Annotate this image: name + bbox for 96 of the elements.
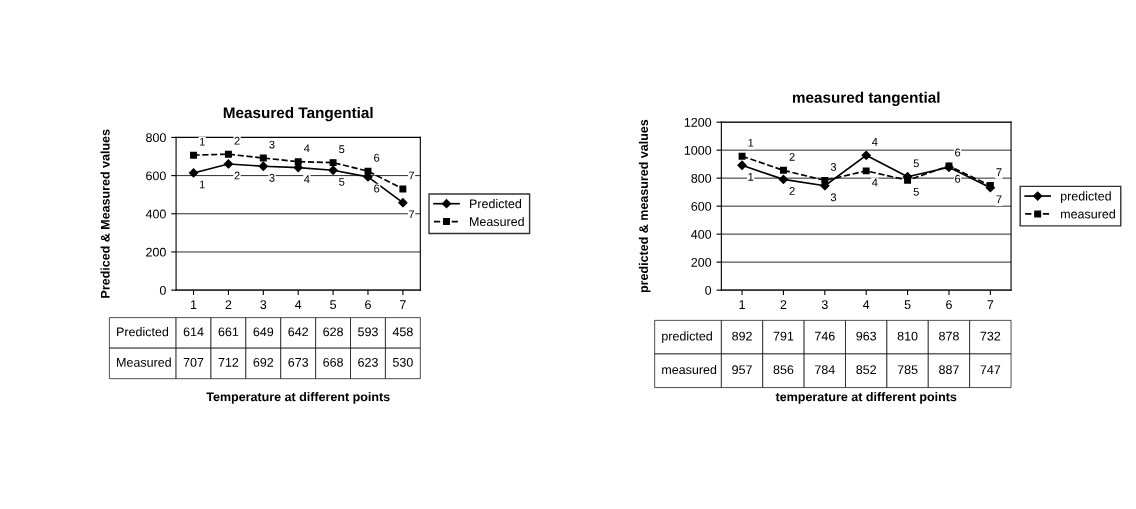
text: Predicted [117, 327, 169, 337]
data-label: 892 [732, 331, 752, 341]
y-tick-label: 1000 [684, 145, 712, 155]
text: predicted [662, 331, 712, 343]
x-tick-label: 7 [987, 300, 994, 309]
data-label: 957 [732, 365, 752, 375]
annotation: 5 [913, 187, 919, 196]
annotation: 6 [955, 174, 961, 183]
legend-label: Predicted [470, 199, 522, 209]
x-tick-label: 4 [295, 300, 302, 309]
data-label: 747 [980, 365, 1001, 374]
x-tick-label: 3 [260, 300, 267, 310]
x-tick-label: 3 [821, 300, 828, 310]
x-tick-label: 7 [400, 300, 406, 309]
data-label: 628 [323, 327, 343, 337]
data-label: 856 [773, 365, 794, 375]
x-axis-title: temperature at different points [775, 392, 957, 404]
y-axis-title: predicted & measured values [638, 119, 651, 293]
annotation: 3 [830, 163, 837, 171]
y-tick-label: 600 [691, 201, 712, 211]
chart-title: Measured Tangential [223, 106, 373, 122]
data-label: 810 [897, 331, 918, 341]
data-label: 673 [288, 357, 309, 367]
data-label: 692 [253, 357, 274, 367]
annotation: 6 [374, 184, 380, 193]
annotation: 2 [234, 171, 240, 180]
data-label: 668 [323, 357, 343, 367]
data-label: 614 [183, 327, 204, 337]
x-tick-label: 6 [365, 300, 371, 310]
annotation: 1 [199, 137, 205, 146]
annotation: 3 [269, 140, 275, 149]
data-label: 707 [183, 357, 204, 367]
annotation: 1 [748, 138, 754, 147]
data-label: 785 [897, 365, 918, 375]
annotation: 5 [339, 177, 345, 186]
annotation: 1 [748, 173, 754, 181]
x-tick-label: 2 [225, 300, 232, 309]
data-label: 649 [253, 327, 274, 337]
x-tick-label: 6 [946, 300, 952, 310]
annotation: 3 [269, 173, 275, 182]
data-label: 878 [939, 331, 959, 341]
annotation: 6 [374, 153, 380, 162]
legend-label: predicted [1060, 191, 1111, 204]
x-tick-label: 1 [739, 300, 745, 309]
data-label: 746 [815, 331, 835, 341]
y-tick-label: 800 [691, 173, 712, 183]
data-label: 530 [392, 357, 413, 367]
annotation: 4 [872, 138, 878, 146]
text: measured [662, 364, 717, 375]
y-tick-label: 0 [159, 285, 166, 295]
x-tick-label: 5 [904, 300, 911, 310]
data-label: 963 [856, 331, 877, 341]
y-tick-label: 0 [705, 285, 712, 295]
data-label: 593 [358, 327, 378, 337]
annotation: 3 [830, 193, 837, 202]
annotation: 7 [409, 171, 415, 180]
annotation: 7 [996, 168, 1002, 176]
annotation: 4 [304, 175, 310, 183]
annotation: 4 [872, 178, 878, 187]
data-label: 458 [392, 327, 413, 337]
data-label: 712 [218, 357, 239, 367]
text: Measured [117, 357, 171, 367]
annotation: 5 [913, 159, 919, 168]
x-axis-title: Temperature at different points [206, 392, 390, 404]
y-tick-label: 400 [691, 229, 712, 239]
x-tick-label: 4 [863, 300, 870, 309]
data-label: 661 [218, 327, 239, 337]
annotation: 2 [789, 187, 795, 195]
y-tick-label: 200 [146, 247, 166, 257]
annotation: 4 [304, 144, 310, 153]
y-tick-label: 400 [145, 209, 166, 219]
annotation: 7 [996, 195, 1002, 204]
data-label: 623 [358, 357, 378, 367]
y-tick-label: 1200 [684, 117, 712, 127]
annotation: 7 [409, 210, 415, 219]
annotation: 2 [234, 136, 240, 145]
data-label: 732 [980, 331, 1001, 341]
y-tick-label: 800 [146, 133, 166, 143]
annotation: 6 [955, 148, 961, 157]
y-tick-label: 200 [691, 257, 712, 267]
data-label: 791 [773, 331, 794, 341]
data-label: 852 [856, 365, 876, 375]
data-label: 642 [288, 327, 308, 337]
annotation: 1 [199, 180, 205, 189]
x-tick-label: 5 [330, 300, 337, 310]
y-tick-label: 600 [146, 171, 166, 181]
legend-label: Measured [470, 216, 524, 227]
annotation: 5 [339, 145, 345, 154]
chart-title: measured tangential [792, 91, 940, 106]
annotation: 2 [789, 152, 795, 161]
y-axis-title: Prediced & Measured values [100, 129, 110, 298]
x-tick-label: 2 [780, 300, 787, 309]
data-label: 887 [939, 365, 959, 375]
legend-label: measured [1061, 209, 1115, 219]
data-label: 784 [815, 365, 835, 375]
x-tick-label: 1 [191, 300, 197, 309]
